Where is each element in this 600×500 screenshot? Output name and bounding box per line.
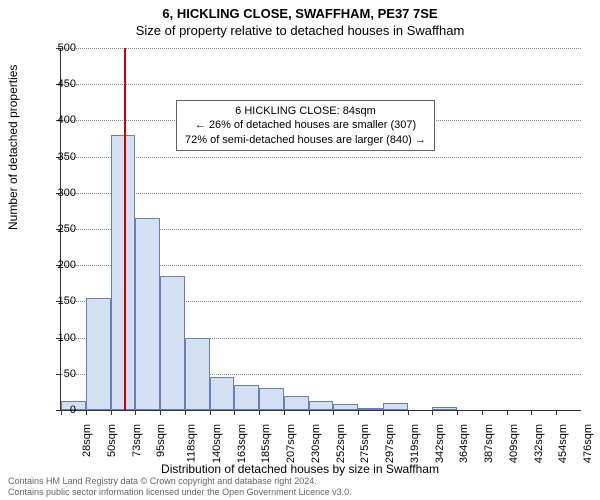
marker-line — [124, 48, 126, 410]
x-tick-label: 73sqm — [131, 424, 143, 457]
x-tick-label: 364sqm — [459, 424, 471, 463]
x-tick-mark — [432, 410, 433, 415]
y-tick-label: 500 — [40, 42, 76, 54]
y-tick-label: 200 — [40, 259, 76, 271]
x-tick-mark — [259, 410, 260, 415]
callout-box: 6 HICKLING CLOSE: 84sqm ← 26% of detache… — [176, 100, 435, 151]
footer-line2: Contains public sector information licen… — [8, 487, 352, 498]
histogram-bar — [234, 385, 259, 410]
x-tick-mark — [358, 410, 359, 415]
histogram-bar — [111, 135, 136, 410]
x-tick-mark — [210, 410, 211, 415]
gridline — [61, 48, 581, 49]
chart-title: 6, HICKLING CLOSE, SWAFFHAM, PE37 7SE — [0, 0, 600, 21]
x-tick-mark — [111, 410, 112, 415]
x-tick-mark — [383, 410, 384, 415]
callout-line1: 6 HICKLING CLOSE: 84sqm — [185, 104, 426, 118]
x-tick-label: 207sqm — [285, 424, 297, 463]
x-tick-label: 319sqm — [409, 424, 421, 463]
histogram-bar — [333, 404, 358, 410]
gridline — [61, 193, 581, 194]
histogram-bar — [160, 276, 185, 410]
y-tick-label: 100 — [40, 332, 76, 344]
histogram-bar — [259, 388, 284, 410]
footer-line1: Contains HM Land Registry data © Crown c… — [8, 476, 352, 487]
x-tick-label: 409sqm — [508, 424, 520, 463]
callout-line2: ← 26% of detached houses are smaller (30… — [185, 118, 426, 132]
x-tick-mark — [185, 410, 186, 415]
y-tick-label: 0 — [40, 404, 76, 416]
histogram-bar — [135, 218, 160, 410]
x-tick-mark — [507, 410, 508, 415]
histogram-bar — [432, 407, 457, 410]
x-tick-label: 230sqm — [310, 424, 322, 463]
x-tick-mark — [284, 410, 285, 415]
x-tick-mark — [457, 410, 458, 415]
x-tick-label: 275sqm — [360, 424, 372, 463]
x-tick-mark — [234, 410, 235, 415]
histogram-bar — [309, 401, 334, 410]
chart-subtitle: Size of property relative to detached ho… — [0, 21, 600, 38]
x-tick-label: 95sqm — [155, 424, 167, 457]
x-tick-mark — [333, 410, 334, 415]
x-tick-label: 185sqm — [260, 424, 272, 463]
x-tick-label: 387sqm — [483, 424, 495, 463]
y-tick-label: 350 — [40, 151, 76, 163]
y-tick-label: 50 — [40, 368, 76, 380]
y-tick-label: 150 — [40, 295, 76, 307]
callout-line3: 72% of semi-detached houses are larger (… — [185, 133, 426, 147]
x-tick-label: 454sqm — [558, 424, 570, 463]
x-tick-label: 342sqm — [434, 424, 446, 463]
gridline — [61, 84, 581, 85]
x-tick-mark — [531, 410, 532, 415]
x-tick-mark — [408, 410, 409, 415]
x-tick-mark — [160, 410, 161, 415]
histogram-bar — [358, 408, 383, 410]
x-tick-label: 50sqm — [106, 424, 118, 457]
x-tick-mark — [556, 410, 557, 415]
histogram-bar — [185, 338, 210, 410]
x-tick-label: 476sqm — [582, 424, 594, 463]
histogram-bar — [86, 298, 111, 410]
plot-area: 6 HICKLING CLOSE: 84sqm ← 26% of detache… — [60, 48, 581, 411]
x-tick-label: 28sqm — [81, 424, 93, 457]
histogram-bar — [210, 377, 235, 410]
x-tick-label: 432sqm — [533, 424, 545, 463]
histogram-bar — [284, 396, 309, 410]
y-axis-label: Number of detached properties — [6, 65, 20, 230]
x-tick-mark — [482, 410, 483, 415]
y-tick-label: 300 — [40, 187, 76, 199]
x-tick-mark — [135, 410, 136, 415]
footer-attribution: Contains HM Land Registry data © Crown c… — [8, 476, 352, 498]
x-tick-label: 297sqm — [384, 424, 396, 463]
histogram-bar — [383, 403, 408, 410]
x-tick-label: 252sqm — [335, 424, 347, 463]
y-tick-label: 450 — [40, 78, 76, 90]
x-tick-mark — [309, 410, 310, 415]
x-tick-label: 118sqm — [185, 424, 197, 462]
x-axis-label: Distribution of detached houses by size … — [0, 462, 600, 476]
x-tick-mark — [86, 410, 87, 415]
x-tick-label: 163sqm — [236, 424, 248, 463]
y-tick-label: 400 — [40, 114, 76, 126]
x-tick-label: 140sqm — [211, 424, 223, 463]
y-tick-label: 250 — [40, 223, 76, 235]
chart-container: 6, HICKLING CLOSE, SWAFFHAM, PE37 7SE Si… — [0, 0, 600, 500]
gridline — [61, 157, 581, 158]
